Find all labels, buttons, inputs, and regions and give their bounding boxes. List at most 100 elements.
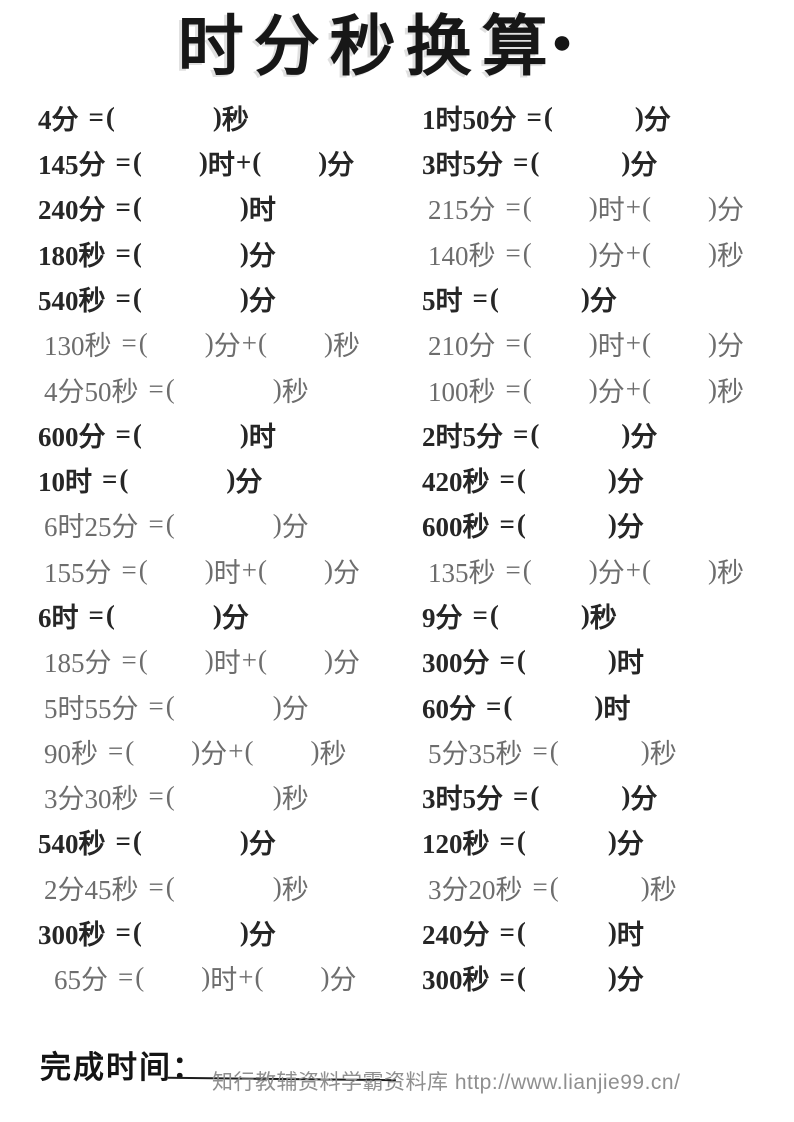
close-paren: ) bbox=[239, 237, 249, 268]
equals-sign: = bbox=[121, 554, 137, 585]
open-paren: ( bbox=[549, 735, 559, 766]
exercise-row: 140秒 =() 分 +() 秒 bbox=[422, 230, 788, 275]
close-paren: ) bbox=[607, 826, 617, 857]
plus-sign: + bbox=[235, 147, 252, 178]
plus-sign: + bbox=[241, 554, 257, 585]
equals-sign: = bbox=[513, 418, 529, 449]
unit-label: 时 bbox=[248, 421, 276, 452]
open-paren: ( bbox=[516, 826, 526, 857]
answer-blank bbox=[263, 977, 320, 978]
close-paren: ) bbox=[272, 690, 282, 721]
answer-blank bbox=[499, 298, 581, 299]
answer-blank bbox=[651, 253, 708, 254]
close-paren: ) bbox=[310, 735, 320, 766]
answer-blank bbox=[267, 343, 324, 344]
open-paren: ( bbox=[132, 192, 142, 223]
exercise-row: 600秒 =() 分 bbox=[422, 502, 788, 547]
close-paren: ) bbox=[239, 917, 249, 948]
close-paren: ) bbox=[707, 373, 717, 404]
expression-lhs: 210分 bbox=[428, 331, 496, 362]
plus-sign: + bbox=[625, 192, 641, 223]
close-paren: ) bbox=[634, 101, 644, 132]
completion-time-label: 完成时间： bbox=[40, 1050, 205, 1085]
close-paren: ) bbox=[239, 282, 249, 313]
equals-sign: = bbox=[148, 373, 164, 404]
exercise-row: 10时 =() 分 bbox=[38, 457, 422, 502]
expression-lhs: 10时 bbox=[38, 467, 92, 498]
answer-blank bbox=[526, 660, 608, 661]
close-paren: ) bbox=[198, 147, 208, 178]
open-paren: ( bbox=[254, 962, 264, 993]
unit-label: 分 bbox=[616, 467, 644, 498]
answer-blank bbox=[175, 796, 273, 797]
close-paren: ) bbox=[594, 690, 604, 721]
answer-blank bbox=[559, 751, 641, 752]
exercise-row: 5时55分 =() 分 bbox=[38, 683, 422, 728]
unit-label: 时 bbox=[207, 150, 235, 181]
close-paren: ) bbox=[272, 871, 282, 902]
close-paren: ) bbox=[607, 645, 617, 676]
close-paren: ) bbox=[239, 826, 249, 857]
exercise-row: 2时5分 =() 分 bbox=[422, 412, 788, 457]
open-paren: ( bbox=[641, 554, 651, 585]
close-paren: ) bbox=[588, 192, 598, 223]
unit-label: 时 bbox=[603, 693, 631, 724]
close-paren: ) bbox=[588, 328, 598, 359]
equals-sign: = bbox=[472, 282, 488, 313]
exercise-row: 240分 =() 时 bbox=[38, 185, 422, 230]
answer-blank bbox=[651, 343, 708, 344]
title-bullet-icon: ● bbox=[551, 24, 573, 61]
expression-lhs: 300秒 bbox=[422, 965, 490, 996]
answer-blank bbox=[532, 207, 589, 208]
equals-sign: = bbox=[472, 600, 488, 630]
open-paren: ( bbox=[257, 328, 267, 359]
open-paren: ( bbox=[641, 328, 651, 359]
open-paren: ( bbox=[516, 917, 526, 948]
close-paren: ) bbox=[212, 101, 222, 132]
open-paren: ( bbox=[244, 735, 254, 766]
answer-blank bbox=[532, 253, 589, 254]
expression-lhs: 300秒 bbox=[38, 920, 106, 951]
plus-sign: + bbox=[238, 962, 254, 993]
answer-blank bbox=[142, 162, 199, 163]
worksheet-header: 时分秒换算● bbox=[0, 0, 772, 85]
exercise-row: 300秒 =() 分 bbox=[422, 955, 788, 1000]
expression-lhs: 65分 bbox=[54, 965, 108, 996]
exercise-row: 240分 =() 时 bbox=[422, 910, 788, 955]
plus-sign: + bbox=[625, 554, 641, 585]
exercise-row: 130秒 =() 分 +() 秒 bbox=[38, 321, 422, 366]
expression-lhs: 3时5分 bbox=[422, 784, 503, 815]
equals-sign: = bbox=[499, 826, 515, 857]
open-paren: ( bbox=[522, 237, 532, 268]
expression-lhs: 130秒 bbox=[44, 331, 112, 362]
answer-blank bbox=[142, 434, 240, 435]
answer-blank bbox=[142, 253, 240, 254]
close-paren: ) bbox=[204, 645, 214, 676]
open-paren: ( bbox=[132, 147, 142, 178]
open-paren: ( bbox=[641, 237, 651, 268]
answer-blank bbox=[651, 570, 708, 571]
answer-blank bbox=[175, 524, 273, 525]
unit-label: 秒 bbox=[281, 376, 309, 407]
equals-sign: = bbox=[88, 101, 104, 132]
answer-blank bbox=[267, 570, 324, 571]
close-paren: ) bbox=[607, 464, 617, 495]
expression-lhs: 240分 bbox=[422, 920, 490, 951]
open-paren: ( bbox=[530, 418, 540, 449]
unit-label: 分 bbox=[616, 829, 644, 860]
answer-blank bbox=[512, 706, 594, 707]
unit-label: 秒 bbox=[649, 874, 677, 905]
unit-label: 秒 bbox=[649, 738, 677, 769]
answer-blank bbox=[142, 298, 240, 299]
exercise-row: 6时 =() 分 bbox=[38, 593, 422, 638]
open-paren: ( bbox=[543, 101, 553, 132]
equals-sign: = bbox=[499, 645, 515, 676]
unit-label: 分 bbox=[281, 693, 309, 724]
open-paren: ( bbox=[165, 781, 175, 812]
open-paren: ( bbox=[257, 554, 267, 585]
exercise-row: 540秒 =() 分 bbox=[38, 276, 422, 321]
close-paren: ) bbox=[204, 554, 214, 585]
equals-sign: = bbox=[148, 871, 164, 902]
close-paren: ) bbox=[588, 237, 598, 268]
answer-blank bbox=[526, 479, 608, 480]
